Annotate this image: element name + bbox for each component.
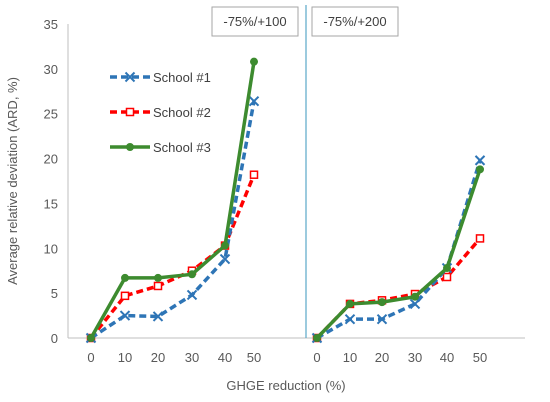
- x-tick-label-p2-0: 0: [313, 350, 320, 365]
- x-tick-label-p2-30: 30: [408, 350, 422, 365]
- series-line-p1-school-2: [89, 174, 256, 340]
- point-p1-school-1-30: [186, 289, 198, 301]
- x-tick-label-p2-40: 40: [440, 350, 454, 365]
- series-p1-school-3: [87, 57, 258, 342]
- x-tick-label-p2-20: 20: [375, 350, 389, 365]
- series-line-p1-school-3: [89, 61, 256, 339]
- point-p1-school-2-50: [249, 170, 259, 179]
- y-tick-label-15: 15: [44, 196, 58, 211]
- y-tick-label-0: 0: [51, 331, 58, 346]
- point-p2-school-3-40: [443, 264, 451, 273]
- point-p1-school-2-20: [153, 281, 163, 291]
- point-p1-school-1-10: [119, 310, 131, 321]
- panel-label-2: -75%/+200: [311, 6, 399, 37]
- point-p2-school-3-20: [378, 298, 386, 307]
- point-p1-school-3-10: [121, 273, 129, 282]
- series-p2-school-3: [313, 165, 484, 342]
- y-tick-label-10: 10: [44, 241, 58, 256]
- y-tick-label-20: 20: [44, 152, 58, 167]
- y-axis-title: Average relative deviation (ARD, %): [5, 77, 20, 285]
- point-p2-school-1-20: [376, 313, 388, 325]
- legend: School #1 School #2 School #3: [110, 70, 211, 155]
- legend-item-school-3: School #3: [110, 140, 211, 155]
- x-tick-label-p1-40: 40: [218, 350, 232, 365]
- y-tick-label-25: 25: [44, 107, 58, 122]
- panel-label-1-box: [211, 6, 299, 37]
- point-p2-school-3-10: [346, 299, 354, 308]
- y-tick-label-35: 35: [44, 17, 58, 32]
- panel-label-1: -75%/+100: [211, 6, 299, 37]
- series-line-p2-school-3: [315, 168, 482, 340]
- legend-item-school-1: School #1: [110, 70, 211, 85]
- x-tick-labels: 0 10 20 30 40 50 0 10 20 30 40 50: [87, 350, 487, 365]
- y-tick-label-5: 5: [51, 286, 58, 301]
- x-tick-label-p2-10: 10: [343, 350, 357, 365]
- series-line-p1-school-1: [90, 100, 256, 340]
- point-p1-school-1-20: [152, 311, 164, 322]
- x-tick-label-p1-50: 50: [247, 350, 261, 365]
- x-tick-label-p2-50: 50: [473, 350, 487, 365]
- point-p1-school-2-10: [120, 291, 130, 301]
- point-p2-school-2-40: [442, 272, 452, 282]
- point-p2-school-1-10: [344, 313, 356, 325]
- legend-label-school-1: School #1: [153, 70, 211, 85]
- point-p1-school-1-40: [219, 253, 231, 265]
- legend-marker-school-3: [126, 143, 134, 151]
- y-tick-labels: 0 5 10 15 20 25 30 35: [44, 17, 58, 346]
- point-p1-school-3-0: [87, 334, 95, 342]
- series-p1-school-1: [85, 95, 260, 344]
- x-axis-title: GHGE reduction (%): [226, 378, 345, 393]
- y-tick-label-30: 30: [44, 62, 58, 77]
- point-p2-school-3-30: [411, 292, 419, 301]
- x-tick-label-p1-20: 20: [151, 350, 165, 365]
- plot-area: [85, 57, 486, 344]
- panel-label-1-text: -75%/+100: [223, 14, 286, 29]
- panel-label-2-box: [311, 6, 399, 37]
- point-p2-school-2-50: [475, 234, 485, 243]
- point-p2-school-1-30: [409, 298, 421, 310]
- legend-item-school-2: School #2: [110, 105, 211, 120]
- panel-label-2-text: -75%/+200: [323, 14, 386, 29]
- x-axis: 0 10 20 30 40 50 0 10 20 30 40 50 GHGE reduction (%…: [68, 337, 525, 393]
- legend-marker-school-1: [124, 71, 136, 83]
- legend-label-school-2: School #2: [153, 105, 211, 120]
- x-tick-label-p1-0: 0: [87, 350, 94, 365]
- series-line-p2-school-1: [316, 159, 482, 340]
- y-axis: 0 5 10 15 20 25 30 35 Average relative deviatio…: [5, 17, 69, 346]
- x-tick-label-p1-10: 10: [118, 350, 132, 365]
- point-p2-school-3-0: [313, 334, 321, 342]
- point-p1-school-1-50: [248, 95, 260, 107]
- point-p1-school-3-20: [154, 273, 162, 282]
- point-p2-school-1-50: [474, 155, 486, 166]
- point-p1-school-3-30: [188, 270, 196, 279]
- legend-label-school-3: School #3: [153, 140, 211, 155]
- legend-marker-school-2: [125, 107, 135, 117]
- point-p1-school-3-40: [221, 241, 229, 250]
- point-p1-school-3-50: [250, 57, 258, 66]
- point-p2-school-3-50: [476, 165, 484, 174]
- x-tick-label-p1-30: 30: [185, 350, 199, 365]
